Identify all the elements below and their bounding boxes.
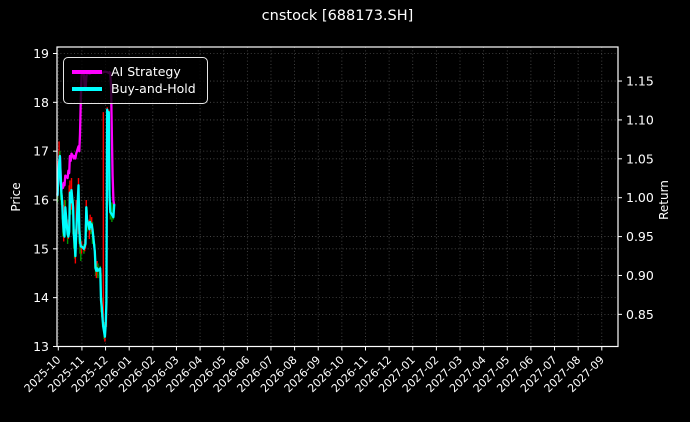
ai-strategy-line-swatch: [72, 69, 102, 74]
y-right-tick-label: 1.00: [626, 190, 654, 205]
y-right-tick-label: 0.95: [626, 229, 654, 244]
y-right-tick-labels: 0.85 0.90 0.95 1.00 1.05 1.10 1.15: [626, 74, 654, 322]
y-left-tick-label: 18: [33, 95, 49, 110]
axis-ticks: [53, 53, 622, 351]
y-right-tick-label: 1.10: [626, 112, 654, 127]
y-left-tick-label: 17: [33, 144, 49, 159]
right-axis-label: Return: [657, 180, 671, 220]
legend-item-buy-and-hold: Buy-and-Hold: [72, 80, 199, 96]
y-left-tick-label: 15: [33, 241, 49, 256]
axis-spines: [56, 46, 619, 348]
y-left-tick-labels: 13 14 15 16 17 18 19: [33, 46, 49, 354]
y-left-tick-label: 14: [33, 290, 49, 305]
legend-label: AI Strategy: [111, 63, 181, 79]
grid-vertical-months: [57, 47, 603, 347]
legend-item-ai-strategy: AI Strategy: [72, 63, 199, 79]
series-buy-and-hold: [56, 108, 116, 338]
y-right-tick-label: 0.90: [626, 268, 654, 283]
legend-label: Buy-and-Hold: [111, 80, 196, 96]
buy-and-hold-line-swatch: [72, 87, 102, 92]
left-axis-label: Price: [9, 182, 23, 212]
grid-horizontal-return: [57, 80, 618, 315]
y-right-tick-label: 1.05: [626, 151, 654, 166]
y-left-tick-label: 19: [33, 46, 49, 61]
y-right-tick-label: 1.15: [626, 74, 654, 89]
y-left-tick-label: 16: [33, 192, 49, 207]
y-left-tick-label: 13: [33, 339, 49, 354]
legend: AI Strategy Buy-and-Hold: [63, 57, 208, 104]
y-right-tick-label: 0.85: [626, 307, 654, 322]
x-tick-labels: 2025-102025-112025-122026-012026-022026-…: [22, 353, 607, 395]
chart-title: cnstock [688173.SH]: [261, 8, 414, 24]
